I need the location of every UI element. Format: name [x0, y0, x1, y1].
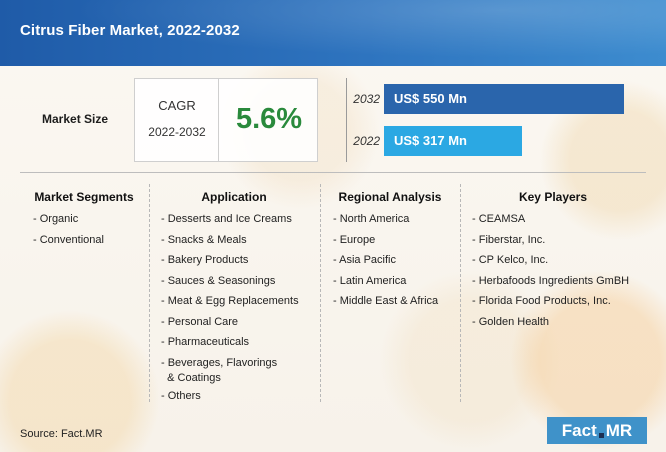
cagr-label: CAGR [158, 98, 196, 113]
source-note: Source: Fact.MR [20, 428, 103, 440]
bar-2032: US$ 550 Mn [384, 84, 624, 114]
header-banner [0, 0, 666, 66]
logo-text-left: Fact [561, 420, 597, 440]
key-players-list: - CEAMSA - Fiberstar, Inc. - CP Kelco, Inc… [472, 212, 629, 335]
list-item: - Asia Pacific [333, 254, 396, 266]
market-size-label: Market Size [42, 112, 109, 126]
factmr-logo: Fact MR [547, 417, 647, 444]
section-divider [20, 172, 646, 173]
cagr-value: 5.6% [235, 103, 303, 135]
list-item: - Middle East & Africa [333, 295, 439, 307]
bar-value-label: US$ 550 Mn [394, 91, 467, 106]
bar-year-label: 2022 [353, 134, 380, 148]
market-segments-heading: Market Segments [34, 190, 134, 204]
bar-2022: US$ 317 Mn [384, 126, 522, 156]
regional-analysis-heading: Regional Analysis [338, 190, 442, 204]
cagr-label-cell: CAGR 2022-2032 [135, 79, 219, 161]
list-item: - CP Kelco, Inc. [472, 254, 549, 266]
market-segments-list: - Organic - Conventional [33, 212, 104, 253]
regional-analysis-list: - North America - Europe - Asia Pacific - L… [333, 212, 438, 315]
list-item: - Sauces & Seasonings [161, 274, 276, 287]
list-item: - Pharmaceuticals [161, 336, 250, 348]
list-item: - Personal Care [161, 315, 239, 328]
column-divider [149, 184, 150, 402]
application-list: - Desserts and Ice Creams - Snacks & Meal… [161, 212, 299, 409]
list-item: - Beverages, Flavorings & Coatings [161, 356, 278, 384]
list-item: - Fiberstar, Inc. [472, 233, 546, 246]
list-item: - Golden Health [472, 315, 550, 328]
list-item: - Herbafoods Ingredients GmBH [472, 274, 630, 287]
bar-value-label: US$ 317 Mn [394, 133, 467, 148]
list-item: - CEAMSA [472, 213, 526, 225]
key-players-heading: Key Players [518, 190, 588, 204]
list-item: - Conventional [33, 233, 104, 246]
logo-text-right: MR [605, 420, 633, 440]
application-heading: Application [201, 190, 267, 204]
list-item: - Others [161, 389, 201, 402]
cagr-period: 2022-2032 [148, 125, 206, 139]
list-item: - Bakery Products [161, 254, 249, 266]
bar-year-label: 2032 [353, 92, 380, 106]
list-item: - Florida Food Products, Inc. [472, 295, 611, 307]
list-item: - Europe [333, 233, 376, 246]
bar-axis-line [346, 78, 347, 162]
column-divider [460, 184, 461, 402]
page-title: Citrus Fiber Market, 2022-2032 [20, 22, 240, 39]
list-item: - Snacks & Meals [161, 233, 247, 246]
list-item: - Meat & Egg Replacements [161, 295, 299, 307]
list-item: - Organic [33, 213, 79, 225]
list-item: - North America [333, 213, 410, 225]
list-item: - Latin America [333, 274, 407, 287]
cagr-box: CAGR 2022-2032 5.6% [134, 78, 318, 162]
list-item: - Desserts and Ice Creams [161, 213, 292, 225]
column-divider [320, 184, 321, 402]
logo-dot [598, 433, 604, 438]
